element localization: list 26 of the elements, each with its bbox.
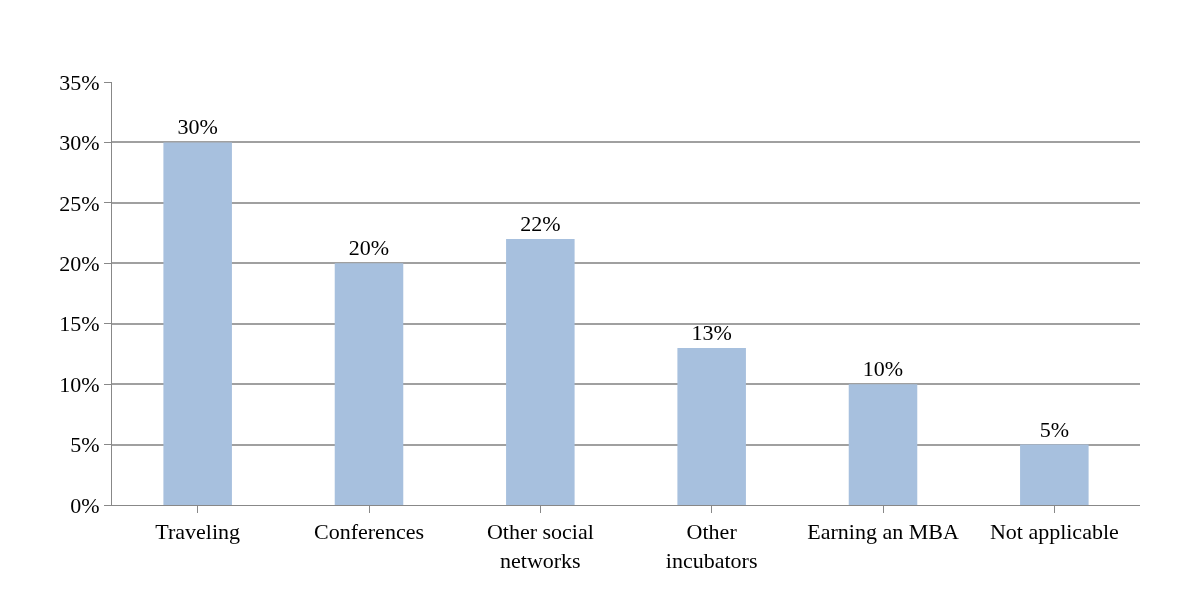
x-tick-label: Traveling bbox=[155, 519, 241, 545]
y-tick-label: 25% bbox=[59, 190, 100, 216]
bar bbox=[506, 239, 575, 505]
y-tick-label: 10% bbox=[59, 371, 100, 397]
x-tick-label: Other social networks bbox=[486, 519, 594, 573]
bar bbox=[163, 142, 232, 505]
data-label: 10% bbox=[862, 356, 904, 382]
x-tick-label: Conferences bbox=[314, 519, 424, 545]
y-tick-label: 5% bbox=[70, 432, 100, 458]
data-label: 20% bbox=[348, 235, 390, 261]
data-label: 30% bbox=[177, 114, 218, 140]
data-label: 22% bbox=[520, 211, 561, 237]
y-tick-label: 20% bbox=[59, 250, 100, 276]
data-label: 5% bbox=[1039, 416, 1069, 442]
bar bbox=[1020, 444, 1089, 505]
bar bbox=[677, 347, 746, 505]
x-tick-label: Earning an MBA bbox=[807, 519, 959, 545]
x-tick-label: Not applicable bbox=[989, 519, 1119, 545]
data-label: 13% bbox=[691, 319, 732, 345]
y-tick-label: 15% bbox=[59, 311, 100, 337]
y-tick-label: 0% bbox=[70, 492, 100, 518]
x-tick-label: Other incubators bbox=[665, 519, 758, 573]
y-tick-label: 30% bbox=[59, 130, 100, 156]
bar bbox=[848, 384, 918, 505]
y-tick-label: 35% bbox=[59, 69, 100, 95]
bar bbox=[334, 263, 404, 505]
